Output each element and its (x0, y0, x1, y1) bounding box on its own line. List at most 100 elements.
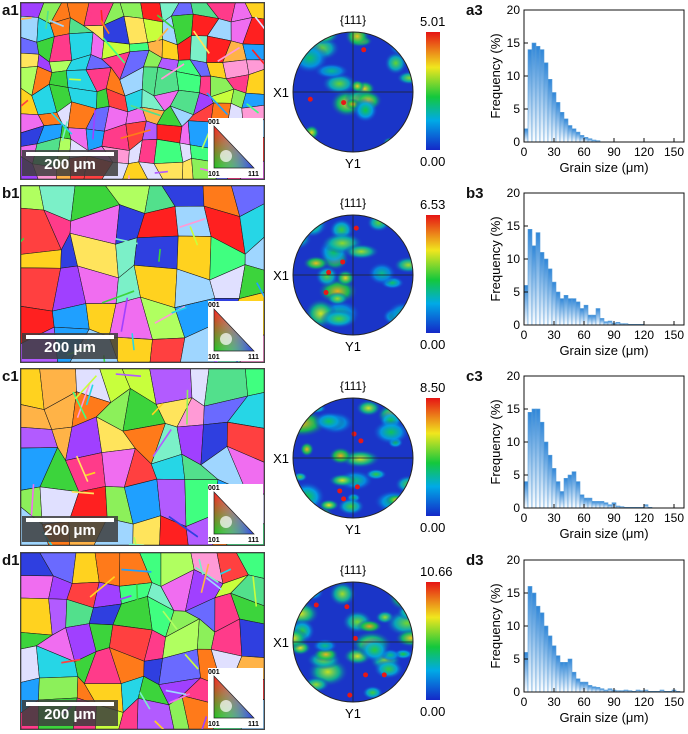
twin-boundary (156, 14, 175, 29)
color-scale-max: 10.66 (420, 564, 453, 579)
ipf-label-right: 111 (248, 537, 259, 544)
grain (122, 161, 148, 179)
intensity-peak (307, 96, 313, 102)
twin-boundary (61, 658, 81, 664)
y-tick-label: 20 (507, 186, 521, 200)
x-tick-label: 150 (664, 695, 684, 709)
x-tick-label: 60 (577, 695, 591, 709)
x-tick-label: 120 (634, 511, 654, 525)
histogram-bar (575, 481, 581, 509)
x-direction-label: X1 (273, 268, 289, 283)
twin-boundary (219, 568, 232, 575)
histogram-bar (599, 501, 605, 509)
intensity-blob (293, 601, 320, 627)
histogram-bar (523, 481, 529, 509)
intensity-peak (361, 47, 367, 53)
x-tick-label: 60 (577, 511, 591, 525)
ipf-label-right: 111 (248, 171, 259, 178)
color-scale-max: 6.53 (420, 197, 445, 212)
panel-label-ebsd: d1 (2, 552, 20, 569)
intensity-blob (366, 215, 391, 232)
intensity-blob (302, 676, 330, 693)
color-scale: 6.53 0.00 (420, 197, 445, 352)
histogram-bar (571, 298, 577, 326)
twin-boundary (158, 248, 161, 262)
scale-bar: 200 μm (22, 516, 118, 542)
y-tick-label: 10 (507, 252, 521, 266)
color-scale: 8.50 0.00 (420, 380, 445, 535)
y-tick-label: 20 (507, 553, 521, 567)
twin-boundary (61, 121, 68, 141)
histogram-bar (587, 685, 593, 693)
y-tick-label: 0 (513, 318, 520, 332)
panel-label-ebsd: b1 (2, 185, 20, 202)
twin-boundary (92, 109, 96, 140)
y-tick-label: 5 (513, 102, 520, 116)
twin-boundary (217, 46, 240, 62)
scale-bar: 200 μm (22, 700, 118, 726)
pole-figure-title: {111} (340, 563, 366, 577)
ipf-label-right: 111 (248, 354, 259, 361)
grain (71, 553, 100, 584)
y-tick-label: 10 (507, 619, 521, 633)
y-direction-label: Y1 (345, 156, 361, 171)
ipf-label-right: 111 (248, 721, 259, 728)
twin-boundary (254, 16, 264, 30)
intensity-peak (313, 602, 319, 608)
histogram-bar (607, 320, 613, 326)
histogram-bar (571, 128, 577, 143)
y-tick-label: 15 (507, 219, 521, 233)
histogram-bar (527, 228, 533, 326)
grain (244, 3, 264, 20)
y-tick-label: 0 (513, 501, 520, 515)
pole-figure: {111} X1 Y1 (273, 196, 414, 354)
x-direction-label: X1 (273, 451, 289, 466)
histogram-bar (575, 678, 581, 693)
twin-boundary (50, 112, 73, 135)
intensity-peak (363, 672, 369, 678)
histogram-bar (555, 655, 561, 693)
histogram-bar (579, 135, 585, 143)
twin-boundary (69, 78, 81, 81)
histogram-bar (527, 411, 533, 509)
x-axis-label: Grain size (μm) (559, 343, 648, 358)
x-tick-label: 30 (547, 145, 561, 159)
histogram-bar (599, 318, 605, 326)
ipf-label-top: 001 (208, 119, 220, 126)
twin-boundary (256, 282, 264, 298)
histogram-bar (551, 468, 557, 509)
intensity-blob (315, 265, 339, 288)
twin-boundary (206, 92, 229, 116)
twin-boundary (162, 610, 178, 630)
histogram-bar (551, 92, 557, 143)
histogram-bar (595, 308, 601, 326)
intensity-blob (303, 124, 320, 141)
twin-boundary (84, 471, 96, 477)
intensity-peak (344, 604, 350, 610)
grain-size-histogram: 0 30 60 90 120 150 0 5 10 15 20 Grain size (μm) Freq… (488, 369, 685, 541)
histogram-bar (531, 42, 537, 143)
x-tick-label: 30 (547, 695, 561, 709)
y-tick-label: 15 (507, 402, 521, 416)
twin-boundary (152, 429, 172, 458)
twin-boundary (102, 37, 126, 64)
histogram-bar (559, 662, 565, 693)
pole-figure-title: {111} (340, 196, 366, 210)
intensity-blob (306, 32, 340, 45)
twin-boundary (48, 19, 65, 28)
twin-boundary (131, 333, 135, 351)
grain (245, 69, 264, 95)
x-tick-label: 30 (547, 328, 561, 342)
histogram-bar (559, 298, 565, 326)
y-axis-label: Frequency (%) (488, 399, 503, 484)
histogram-bar (583, 681, 589, 693)
ipf-label-top: 001 (208, 302, 220, 309)
histogram-bar (559, 112, 565, 143)
intensity-blob (353, 97, 378, 123)
histogram-bar (535, 605, 541, 693)
intensity-blob (320, 309, 358, 329)
twin-boundary (130, 104, 161, 117)
histogram-bar (523, 285, 529, 326)
grain (230, 592, 264, 625)
histogram-bar (567, 125, 573, 143)
